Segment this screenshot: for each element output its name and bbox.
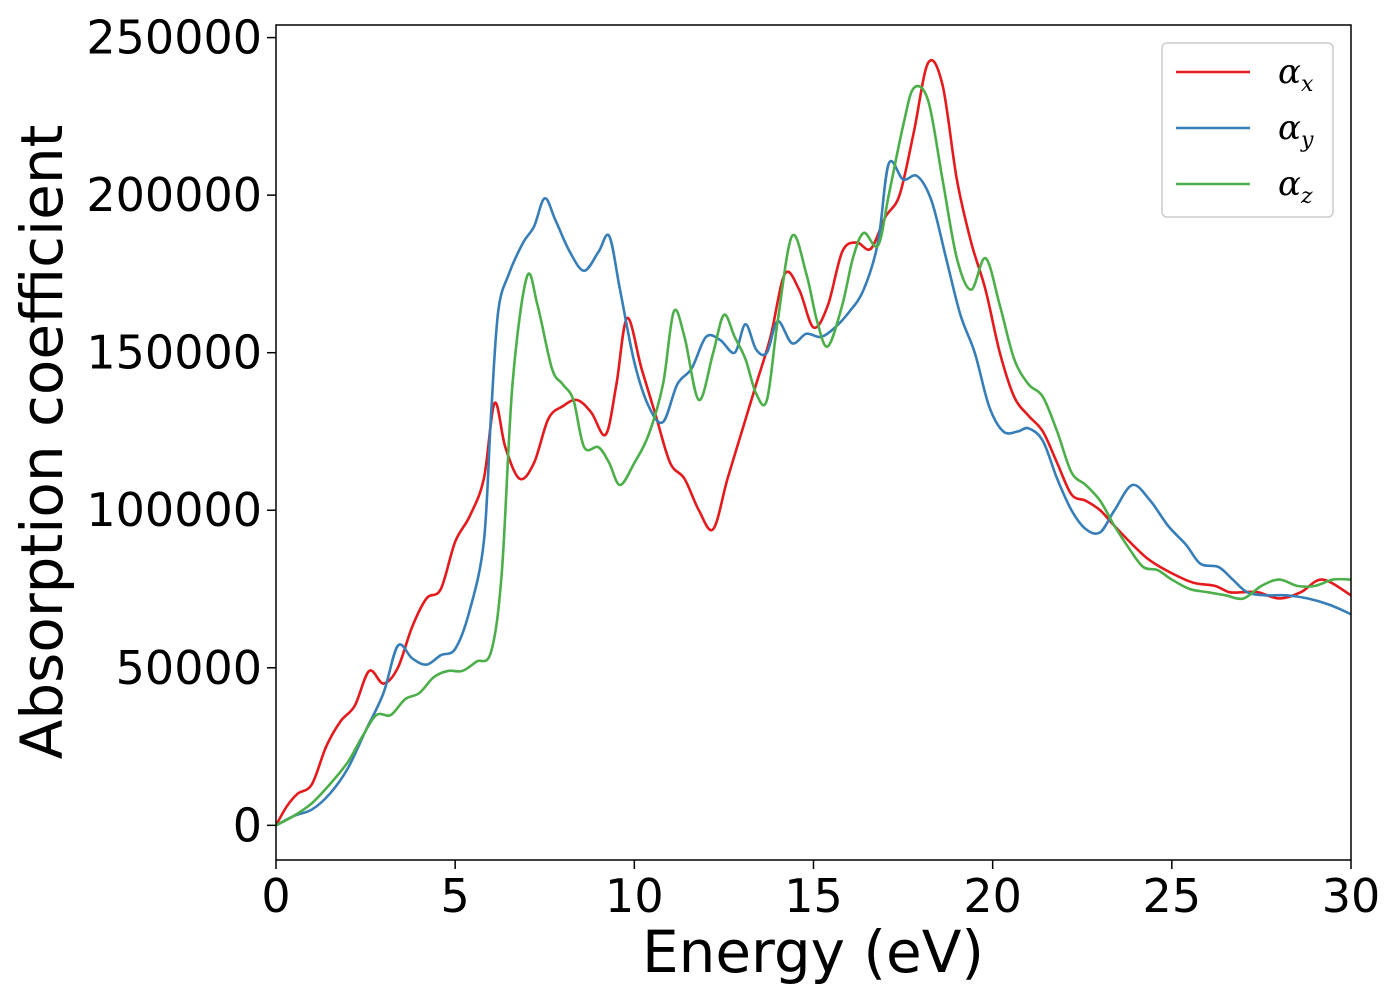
x-tick-label: 20 [963,869,1022,923]
y-axis-ticks: 0 50000 100000 150000 200000 250000 [86,11,276,852]
legend-label: αz [1278,164,1313,209]
legend: αx αy αz [1161,42,1334,218]
x-tick-label: 30 [1322,869,1381,923]
y-tick-label: 200000 [86,168,262,222]
y-tick-label: 100000 [86,483,262,537]
legend-item-alpha-x: αx [1176,52,1314,97]
series-line-alpha-z [276,84,1351,827]
x-tick-label: 10 [605,869,664,923]
y-tick-label: 250000 [86,11,262,65]
x-tick-label: 0 [261,869,290,923]
series-line-alpha-y [276,159,1351,827]
y-tick-label: 0 [233,798,262,852]
x-tick-label: 15 [784,869,843,923]
legend-box [1161,42,1334,218]
legend-label: αy [1278,108,1314,153]
x-tick-label: 25 [1143,869,1202,923]
legend-item-alpha-z: αz [1176,164,1313,209]
y-axis-title: Absorption coefficient [8,125,76,760]
y-tick-label: 150000 [86,326,262,380]
legend-item-alpha-y: αy [1176,108,1314,153]
x-axis-title: Energy (eV) [642,918,984,986]
legend-label: αx [1278,52,1314,97]
series-layer [276,58,1351,827]
x-axis-ticks: 0 5 10 15 20 25 30 [261,860,1380,923]
y-tick-label: 50000 [116,641,262,695]
x-tick-label: 5 [441,869,470,923]
